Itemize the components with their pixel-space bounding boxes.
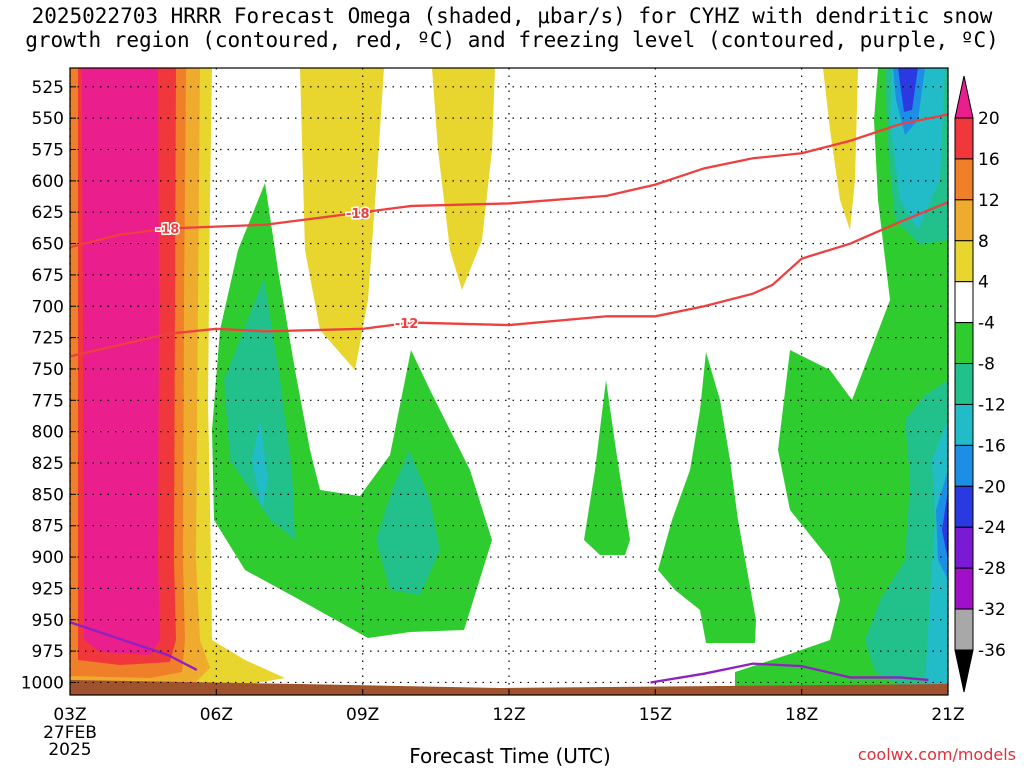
- y-tick-label: 525: [32, 78, 64, 98]
- shade-negative-8: [865, 380, 948, 690]
- contour-line: [69, 621, 198, 671]
- x-start-date: 2025: [48, 740, 91, 760]
- contours: -18 -18 -12: [69, 113, 949, 684]
- y-tick-label: 1000: [21, 673, 64, 693]
- shaded-field: [70, 68, 948, 695]
- colorbar-label: -20: [978, 477, 1006, 497]
- x-tick-label: 06Z: [200, 705, 233, 725]
- x-tick-label: 18Z: [785, 705, 818, 725]
- colorbar-swatch: [954, 322, 974, 365]
- y-tick-label: 700: [32, 297, 64, 317]
- colorbar-swatch: [954, 403, 974, 446]
- terrain-surface: [70, 680, 948, 695]
- colorbar-label: 16: [978, 150, 1000, 170]
- shade-negative-8: [376, 450, 440, 595]
- contour-label: -12: [395, 317, 419, 332]
- colorbar: 20 16 12 8 4 -4 -8 -12 -16 -20 -24 -28 -32 -36: [954, 75, 1006, 693]
- y-tick-label: 725: [32, 329, 64, 349]
- contour-line: [69, 201, 949, 358]
- colorbar-swatch: [954, 199, 974, 242]
- x-start-date: 27FEB: [43, 723, 97, 743]
- y-tick-label: 900: [32, 548, 64, 568]
- colorbar-swatch: [954, 240, 974, 283]
- y-tick-label: 750: [32, 360, 64, 380]
- y-tick-label: 650: [32, 235, 64, 255]
- colorbar-swatch: [954, 526, 974, 569]
- y-tick-label: 825: [32, 454, 64, 474]
- colorbar-swatch: [954, 158, 974, 201]
- y-tick-label: 875: [32, 517, 64, 537]
- x-tick-label: 09Z: [346, 705, 379, 725]
- x-tick-label: 12Z: [492, 705, 525, 725]
- shade-negative-12: [925, 420, 948, 690]
- colorbar-swatch: [954, 281, 974, 324]
- shade-negative-20: [942, 490, 948, 560]
- colorbar-label: -12: [978, 395, 1006, 415]
- colorbar-swatch: [954, 363, 974, 405]
- colorbar-label: 20: [978, 109, 1000, 129]
- colorbar-label: -16: [978, 436, 1006, 456]
- contour-line: [650, 662, 929, 684]
- colorbar-bottom-arrow: [954, 649, 974, 693]
- colorbar-swatch: [954, 485, 974, 528]
- shade-negative-16: [936, 470, 948, 580]
- colorbar-top-arrow: [954, 75, 974, 119]
- shade-negative-4: [584, 380, 630, 555]
- title-line2: growth region (contoured, red, ºC) and f…: [25, 28, 999, 52]
- colorbar-label: -36: [978, 641, 1006, 661]
- y-tick-label: 975: [32, 642, 64, 662]
- y-tick-label: 600: [32, 172, 64, 192]
- y-tick-label: 850: [32, 485, 64, 505]
- shade-negative-4: [658, 352, 756, 643]
- credit-link[interactable]: coolwx.com/models: [857, 745, 1016, 764]
- colorbar-swatch: [954, 444, 974, 487]
- colorbar-label: -4: [978, 314, 995, 334]
- y-tick-label: 625: [32, 203, 64, 223]
- colorbar-label: -32: [978, 600, 1006, 620]
- shade-positive-4: [432, 68, 495, 290]
- x-tick-label: 03Z: [53, 705, 86, 725]
- y-tick-label: 925: [32, 579, 64, 599]
- shade-positive-4: [823, 68, 858, 230]
- y-tick-label: 775: [32, 391, 64, 411]
- shade-negative-12: [252, 420, 268, 510]
- shade-positive-20: [82, 68, 160, 655]
- chart-title: 2025022703 HRRR Forecast Omega (shaded, …: [0, 4, 1024, 52]
- colorbar-swatch: [954, 608, 974, 651]
- shade-negative-20: [898, 68, 918, 112]
- y-tick-label: 675: [32, 266, 64, 286]
- x-tick-label: 21Z: [931, 705, 964, 725]
- y-tick-label: 550: [32, 109, 64, 129]
- colorbar-label: 12: [978, 191, 1000, 211]
- plot-area: -18 -18 -12 525 550 575 600 625 650 675 700 725 750 7…: [21, 67, 965, 760]
- contour-label: -18: [346, 207, 370, 222]
- colorbar-label: -28: [978, 559, 1006, 579]
- contour-label: -18: [156, 223, 180, 238]
- colorbar-swatch: [954, 117, 974, 160]
- x-tick-label: 15Z: [639, 705, 672, 725]
- y-tick-label: 800: [32, 423, 64, 443]
- contour-line: [69, 113, 949, 249]
- title-line1: 2025022703 HRRR Forecast Omega (shaded, …: [31, 4, 993, 28]
- colorbar-label: -24: [978, 518, 1006, 538]
- colorbar-label: -8: [978, 355, 995, 375]
- shade-negative-8: [224, 278, 295, 540]
- colorbar-swatch: [954, 567, 974, 610]
- colorbar-label: 8: [978, 232, 989, 252]
- y-tick-label: 950: [32, 611, 64, 631]
- y-tick-label: 575: [32, 141, 64, 161]
- colorbar-label: 4: [978, 273, 989, 293]
- x-axis-label: Forecast Time (UTC): [409, 744, 611, 768]
